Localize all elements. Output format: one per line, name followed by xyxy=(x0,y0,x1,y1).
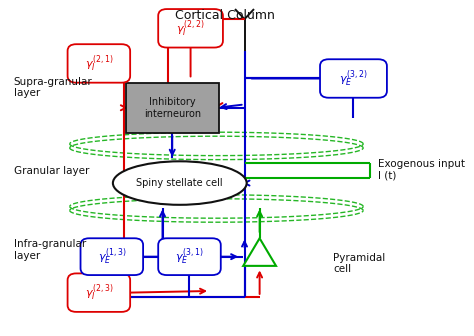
Text: Inhibitory
interneuron: Inhibitory interneuron xyxy=(144,97,201,119)
Text: $\gamma_E^{(3,2)}$: $\gamma_E^{(3,2)}$ xyxy=(339,68,368,89)
Text: Infra-granular
layer: Infra-granular layer xyxy=(14,239,86,261)
Text: $\gamma_I^{(2,2)}$: $\gamma_I^{(2,2)}$ xyxy=(176,18,205,39)
Text: Exogenous input
I (t): Exogenous input I (t) xyxy=(378,159,465,180)
Text: $\gamma_I^{(2,1)}$: $\gamma_I^{(2,1)}$ xyxy=(85,53,113,74)
FancyBboxPatch shape xyxy=(320,59,387,98)
Text: $\gamma_E^{(1,3)}$: $\gamma_E^{(1,3)}$ xyxy=(98,246,126,267)
FancyBboxPatch shape xyxy=(68,274,130,312)
Text: Granular layer: Granular layer xyxy=(14,166,89,176)
Text: $\gamma_E^{(3,1)}$: $\gamma_E^{(3,1)}$ xyxy=(175,246,204,267)
Text: $\gamma_I^{(2,3)}$: $\gamma_I^{(2,3)}$ xyxy=(85,282,113,303)
Text: Supra-granular
layer: Supra-granular layer xyxy=(14,77,92,98)
FancyBboxPatch shape xyxy=(81,238,143,275)
Polygon shape xyxy=(243,238,276,266)
FancyBboxPatch shape xyxy=(68,44,130,83)
FancyBboxPatch shape xyxy=(158,9,223,47)
Text: Spiny stellate cell: Spiny stellate cell xyxy=(137,178,223,188)
FancyBboxPatch shape xyxy=(158,238,221,275)
FancyBboxPatch shape xyxy=(126,83,219,133)
Ellipse shape xyxy=(113,161,246,205)
Text: Cortical Column: Cortical Column xyxy=(175,9,275,22)
Text: Pyramidal
cell: Pyramidal cell xyxy=(333,253,385,274)
